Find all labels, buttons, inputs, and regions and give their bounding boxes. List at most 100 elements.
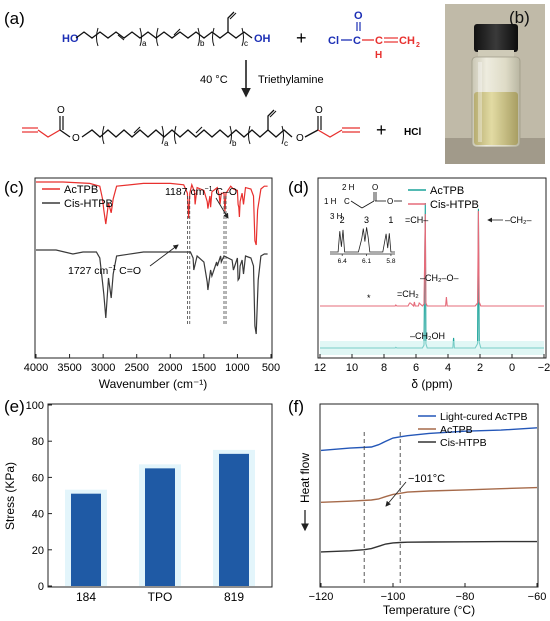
ftir-xlabel: Wavenumber (cm⁻¹) bbox=[99, 377, 208, 391]
panel-b-label: (b) bbox=[509, 8, 530, 27]
sub-b-top: b bbox=[200, 39, 205, 48]
inset-2h: 2 H bbox=[342, 183, 355, 192]
bracket-open-a bbox=[96, 27, 99, 47]
inset-c1: C bbox=[344, 197, 350, 206]
ftir-annotations: 1187 cm−1 C–O 1727 cm−1 C=O bbox=[68, 186, 237, 277]
product-bracket-c-close bbox=[281, 125, 284, 145]
panel-c-frame bbox=[34, 177, 273, 359]
nmr-ann-star: * bbox=[367, 293, 371, 303]
ftir-xtick-label-4: 2000 bbox=[158, 362, 182, 374]
bottle-neck bbox=[478, 50, 514, 58]
nmr-xtick-label-3: 6 bbox=[413, 362, 419, 374]
legend-cishtpb-label: Cis-HTPB bbox=[64, 198, 113, 210]
bracket-open-c bbox=[212, 27, 215, 47]
product-bracket-a-open bbox=[102, 125, 105, 145]
nmr-xtick-label-2: 8 bbox=[381, 362, 387, 374]
panel-a-label: (a) bbox=[4, 9, 25, 28]
htpb-chain bbox=[75, 31, 253, 39]
inset-bond-1 bbox=[350, 200, 363, 209]
htpb-vinyl bbox=[227, 11, 235, 32]
nmr-legend: AcTPB Cis-HTPB bbox=[408, 185, 479, 211]
stress-ytick-label-3: 60 bbox=[32, 472, 44, 484]
ann-1187-arrow bbox=[215, 197, 229, 219]
product-double-1 bbox=[133, 126, 141, 134]
nmr-xtick-label-4: 4 bbox=[445, 362, 451, 374]
dsc-series-cishtpb bbox=[320, 540, 537, 553]
stress-bars bbox=[65, 449, 255, 586]
stress-ytick-label-1: 20 bbox=[32, 545, 44, 557]
nmr-xtick-label-5: 2 bbox=[477, 362, 483, 374]
product-bracket-c-open bbox=[248, 125, 251, 145]
bottle-cap bbox=[474, 24, 518, 52]
dsc-xtick-label-3: −60 bbox=[528, 591, 547, 603]
dsc-series-actpb bbox=[320, 486, 538, 503]
nmr-ann-ch2oh: –CH₂OH bbox=[410, 331, 445, 341]
ftir-xtick-label-1: 3500 bbox=[57, 362, 81, 374]
stress-bar-TPO bbox=[145, 468, 175, 586]
nmr-inset-trace bbox=[330, 227, 395, 253]
stress-ylabel: Stress (KPa) bbox=[3, 462, 17, 530]
legend-actpb-label: AcTPB bbox=[64, 184, 98, 196]
stress-category-label-1: TPO bbox=[148, 590, 173, 604]
htpb-oh-right: OH bbox=[254, 33, 271, 45]
actpb-structure: O O a b c O O bbox=[22, 105, 360, 148]
panel-e: (e) 0 20 40 60 80 100 184 TPO 819 Stress (KPa) bbox=[3, 397, 273, 604]
ftir-legend: AcTPB Cis-HTPB bbox=[42, 184, 113, 210]
nmr-inset-peak-label-2: 1 bbox=[388, 215, 393, 225]
acyl-ch2-sub: 2 bbox=[416, 42, 420, 49]
dsc-xlabel: Temperature (°C) bbox=[383, 603, 475, 617]
legend-nmr-actpb: AcTPB bbox=[430, 185, 464, 197]
nmr-annotations: =CH– –CH₂– –CH₂–O– =CH₂ –CH₂OH * bbox=[367, 215, 532, 341]
ftir-series-actpb bbox=[36, 181, 268, 246]
panel-c: (c) 4000 3500 3000 2500 2000 1500 1000 500 Wave… bbox=[4, 177, 280, 391]
sub-c-top: c bbox=[244, 39, 248, 48]
inset-bond-2 bbox=[361, 200, 375, 209]
acyl-c: C bbox=[353, 35, 361, 47]
panel-e-label: (e) bbox=[4, 397, 25, 416]
nmr-xtick-label-1: 10 bbox=[346, 362, 358, 374]
nmr-series-cishtpb bbox=[320, 210, 544, 308]
nmr-ann-ch: =CH– bbox=[405, 215, 428, 225]
panel-c-label: (c) bbox=[4, 178, 24, 197]
nmr-ann-ch2eq: =CH₂ bbox=[397, 289, 419, 299]
sub-a-top: a bbox=[142, 39, 147, 48]
product-double-2 bbox=[195, 126, 203, 134]
stress-ytick-label-2: 40 bbox=[32, 509, 44, 521]
stress-x-axis: 184 TPO 819 bbox=[76, 590, 244, 604]
stress-category-label-0: 184 bbox=[76, 590, 96, 604]
ann-1727: 1727 cm−1 C=O bbox=[68, 265, 141, 277]
product-chain bbox=[81, 129, 293, 138]
nmr-plot bbox=[320, 202, 544, 355]
nmr-xlabel: δ (ppm) bbox=[411, 377, 452, 391]
ftir-xtick-label-3: 2500 bbox=[124, 362, 148, 374]
acyl-o: O bbox=[354, 10, 363, 22]
sub-a-bottom: a bbox=[164, 139, 169, 148]
stress-bar-184 bbox=[71, 493, 101, 586]
htpb-vinyl-double bbox=[229, 12, 237, 20]
product-vinyl-branch bbox=[267, 109, 275, 130]
ftir-xtick-label-0: 4000 bbox=[24, 362, 48, 374]
nmr-inset-peak-label-1: 3 bbox=[364, 215, 369, 225]
htpb-structure: HO a b c OH bbox=[62, 11, 271, 48]
acryloyl-chloride: Cl C O C H CH 2 bbox=[328, 10, 420, 61]
nmr-x-axis: 12 10 8 6 4 2 0 −2 bbox=[314, 354, 550, 374]
dsc-annotation-arrow bbox=[385, 481, 407, 507]
bottle-highlight bbox=[478, 62, 482, 142]
acyl-h: H bbox=[375, 50, 382, 61]
product-o2: O bbox=[72, 133, 80, 144]
product-bracket-b-open bbox=[174, 125, 177, 145]
product-bracket-b-close bbox=[229, 125, 232, 145]
panel-f-frame bbox=[319, 403, 539, 588]
plus-sign-1: + bbox=[296, 28, 307, 48]
sub-c-bottom: c bbox=[284, 139, 288, 148]
ftir-x-axis: 4000 3500 3000 2500 2000 1500 1000 500 bbox=[24, 354, 280, 374]
nmr-baseline-shade bbox=[320, 341, 544, 355]
htpb-oh-left: HO bbox=[62, 33, 79, 45]
ftir-xtick-label-5: 1500 bbox=[192, 362, 216, 374]
panel-f: (f) −120 −100 −80 −60 Temperature (°C) Heat… bbox=[288, 397, 546, 617]
legend-nmr-cishtpb: Cis-HTPB bbox=[430, 199, 479, 211]
product-o1: O bbox=[57, 105, 65, 116]
bracket-close-a bbox=[139, 27, 142, 47]
inset-1h: 1 H bbox=[324, 197, 337, 206]
